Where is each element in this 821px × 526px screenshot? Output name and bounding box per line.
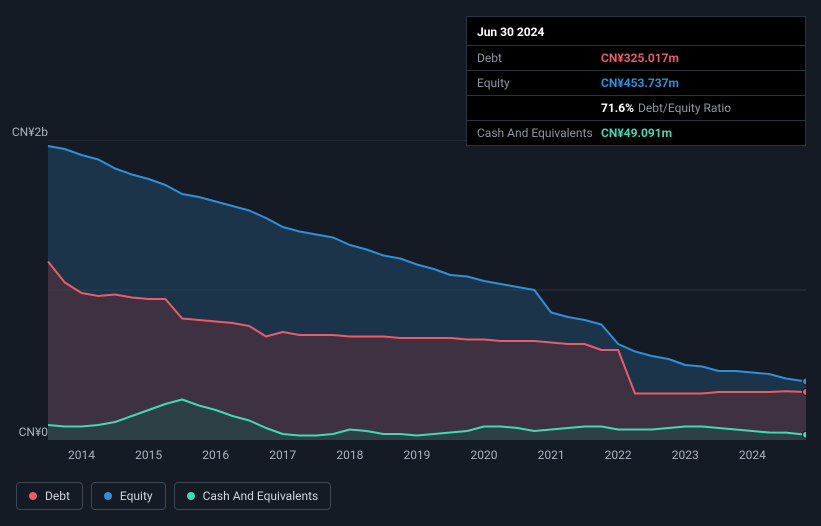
tooltip-row-label bbox=[477, 100, 601, 116]
tooltip-row: DebtCN¥325.017m bbox=[467, 45, 805, 70]
legend-item[interactable]: Debt bbox=[16, 482, 83, 510]
legend-item[interactable]: Equity bbox=[91, 482, 166, 510]
legend-label: Cash And Equivalents bbox=[203, 489, 319, 503]
data-tooltip: Jun 30 2024 DebtCN¥325.017mEquityCN¥453.… bbox=[466, 16, 806, 146]
x-axis-tick: 2017 bbox=[269, 448, 296, 462]
tooltip-row: Cash And EquivalentsCN¥49.091m bbox=[467, 120, 805, 145]
x-axis-tick: 2024 bbox=[739, 448, 766, 462]
x-axis-tick: 2016 bbox=[202, 448, 229, 462]
x-axis-tick: 2019 bbox=[403, 448, 430, 462]
tooltip-row-value: CN¥325.017m bbox=[601, 50, 795, 66]
tooltip-date: Jun 30 2024 bbox=[467, 17, 805, 45]
x-axis-tick: 2020 bbox=[471, 448, 498, 462]
legend-item[interactable]: Cash And Equivalents bbox=[174, 482, 332, 510]
chart-area bbox=[16, 140, 806, 440]
tooltip-row: 71.6%Debt/Equity Ratio bbox=[467, 95, 805, 120]
x-axis-tick: 2022 bbox=[605, 448, 632, 462]
y-axis-label: CN¥2b bbox=[12, 125, 48, 139]
legend-swatch-icon bbox=[187, 492, 195, 500]
x-axis-tick: 2021 bbox=[538, 448, 565, 462]
x-axis: 2014 2015 2016 2017 2018 2019 2020 2021 2022 2023… bbox=[16, 448, 806, 468]
x-axis-tick: 2015 bbox=[135, 448, 162, 462]
tooltip-row-label: Debt bbox=[477, 50, 601, 66]
x-axis-tick: 2014 bbox=[68, 448, 95, 462]
legend-swatch-icon bbox=[29, 492, 37, 500]
legend-swatch-icon bbox=[104, 492, 112, 500]
tooltip-row: EquityCN¥453.737m bbox=[467, 70, 805, 95]
tooltip-row-value: CN¥49.091m bbox=[601, 125, 795, 141]
tooltip-row-label: Cash And Equivalents bbox=[477, 125, 601, 141]
legend-label: Debt bbox=[45, 489, 70, 503]
tooltip-row-value: CN¥453.737m bbox=[601, 75, 795, 91]
x-axis-tick: 2018 bbox=[336, 448, 363, 462]
tooltip-row-value: 71.6%Debt/Equity Ratio bbox=[601, 100, 795, 116]
legend-label: Equity bbox=[120, 489, 153, 503]
x-axis-tick: 2023 bbox=[672, 448, 699, 462]
legend: Debt Equity Cash And Equivalents bbox=[16, 482, 331, 510]
tooltip-row-label: Equity bbox=[477, 75, 601, 91]
area-chart-svg bbox=[16, 140, 806, 440]
